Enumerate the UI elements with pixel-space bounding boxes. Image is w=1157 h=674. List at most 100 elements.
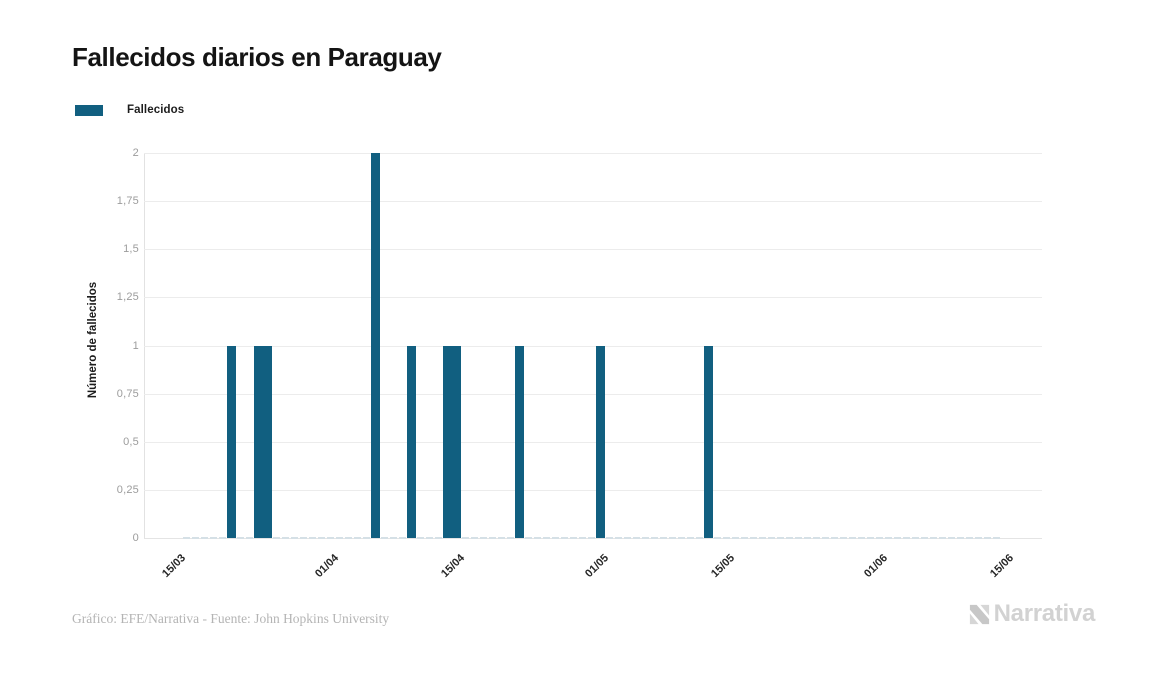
zero-bar-day-38 [506,537,514,539]
bar-11/04[interactable] [406,345,416,538]
zero-bar-day-34 [470,537,478,539]
zero-bar-day-81 [893,537,901,539]
zero-bar-day-91 [983,537,991,539]
zero-bar-day-54 [650,537,658,539]
zero-bar-day-6 [218,537,226,539]
zero-bar-day-74 [830,537,838,539]
zero-bar-day-28 [416,537,424,539]
zero-bar-day-62 [722,537,730,539]
bar-14/05[interactable] [703,345,713,538]
y-tick-label-1: 1 [132,339,139,352]
zero-bar-day-84 [920,537,928,539]
zero-bar-day-40 [524,537,532,539]
zero-bar-day-2 [182,537,190,539]
zero-bar-day-86 [938,537,946,539]
x-tick-label-01/04: 01/04 [313,552,342,580]
zero-bar-day-77 [857,537,865,539]
zero-bar-day-92 [992,537,1000,539]
gridline-y-0,5 [144,441,1042,443]
zero-bar-day-45 [569,537,577,539]
narrativa-logo: Narrativa [968,600,1095,628]
y-tick-label-0,75: 0,75 [116,387,139,400]
y-tick-label-2: 2 [132,147,139,159]
zero-bar-day-90 [974,537,982,539]
zero-bar-day-43 [551,537,559,539]
zero-bar-day-61 [713,537,721,539]
zero-bar-day-53 [641,537,649,539]
zero-bar-day-66 [758,537,766,539]
zero-bar-day-55 [659,537,667,539]
zero-bar-day-82 [902,537,910,539]
zero-bar-day-68 [776,537,784,539]
zero-bar-day-44 [560,537,568,539]
x-tick-label-15/05: 15/05 [709,552,738,580]
zero-bar-day-22 [362,537,370,539]
zero-bar-day-50 [614,537,622,539]
zero-bar-day-70 [794,537,802,539]
zero-bar-day-42 [542,537,550,539]
zero-bar-day-30 [434,537,442,539]
bar-26/03[interactable] [262,345,272,538]
bar-15/04[interactable] [442,345,452,538]
bar-22/03[interactable] [226,345,236,538]
zero-bar-day-56 [668,537,676,539]
zero-bar-day-21 [353,537,361,539]
x-axis-tick-labels: 15/03 01/04 15/04 01/05 15/05 01/06 15/06 [144,538,1042,598]
bar-07/04[interactable] [370,153,380,538]
zero-bar-day-71 [803,537,811,539]
zero-bar-day-15 [299,537,307,539]
y-tick-label-1,25: 1,25 [116,291,139,304]
zero-bar-day-89 [965,537,973,539]
zero-bar-day-49 [605,537,613,539]
zero-bar-day-85 [929,537,937,539]
zero-bar-day-35 [479,537,487,539]
gridline-y-1 [144,345,1042,347]
zero-bar-day-13 [281,537,289,539]
legend-label[interactable]: Fallecidos [127,104,185,116]
zero-bar-day-29 [425,537,433,539]
zero-bar-day-59 [695,537,703,539]
zero-bar-day-16 [308,537,316,539]
zero-bar-day-36 [488,537,496,539]
x-tick-label-15/04: 15/04 [439,552,468,580]
x-tick-label-15/03: 15/03 [160,552,189,580]
bar-16/04[interactable] [451,345,461,538]
gridline-y-0,25 [144,489,1042,491]
zero-bar-day-67 [767,537,775,539]
zero-bar-day-87 [947,537,955,539]
gridline-y-1,5 [144,249,1042,251]
zero-bar-day-88 [956,537,964,539]
gridline-y-0,75 [144,393,1042,395]
narrativa-logo-text: Narrativa [993,600,1096,627]
zero-bar-day-80 [884,537,892,539]
x-tick-label-15/06: 15/06 [988,552,1017,580]
zero-bar-day-78 [866,537,874,539]
zero-bar-day-69 [785,537,793,539]
zero-bar-day-24 [380,537,388,539]
bar-02/05[interactable] [595,345,605,538]
y-tick-label-1,75: 1,75 [116,195,139,208]
zero-bar-day-64 [740,537,748,539]
zero-bar-day-52 [632,537,640,539]
y-tick-label-1,5: 1,5 [123,243,139,256]
x-tick-label-01/05: 01/05 [583,552,612,580]
zero-bar-day-51 [623,537,631,539]
zero-bar-day-41 [533,537,541,539]
y-tick-label-0,5: 0,5 [123,435,139,448]
zero-bar-day-12 [272,537,280,539]
y-axis-tick-labels: 0 0,25 0,5 0,75 1 1,25 1,5 1,75 2 [0,147,139,544]
zero-bar-day-33 [461,537,469,539]
zero-bar-day-18 [326,537,334,539]
zero-bar-day-79 [875,537,883,539]
legend: Fallecidos [75,104,184,116]
zero-bar-day-8 [236,537,244,539]
zero-bar-day-5 [209,537,217,539]
bar-25/03[interactable] [253,345,263,538]
zero-bar-day-65 [749,537,757,539]
source-credit: Gráfico: EFE/Narrativa - Fuente: John Ho… [72,611,390,626]
legend-swatch-fallecidos[interactable] [75,104,103,116]
bar-23/04[interactable] [514,345,524,538]
zero-bar-day-47 [587,537,595,539]
zero-bar-day-26 [398,537,406,539]
